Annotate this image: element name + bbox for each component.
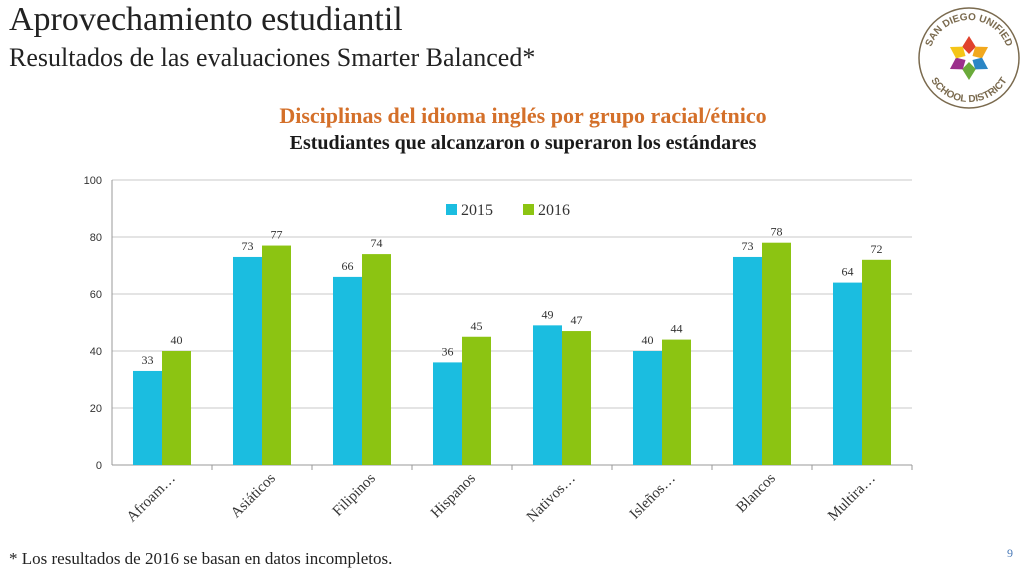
bar-2015 [133,370,162,465]
bar-2016 [762,242,791,465]
logo-petal [962,62,976,80]
footnote: * Los resultados de 2016 se basan en dat… [9,549,393,568]
chart-title: Disciplinas del idioma inglés por grupo … [279,103,767,128]
data-label: 74 [371,236,383,250]
y-tick-label: 0 [96,460,102,472]
data-label: 36 [442,344,454,358]
category-label: Isleños… [627,471,679,523]
bar-2015 [433,362,462,465]
logo-petal [949,57,966,70]
y-tick-label: 60 [90,289,102,301]
page-number: 9 [1007,546,1013,560]
data-label: 44 [671,322,683,336]
category-label: Blancos [733,470,779,516]
bar-2015 [733,256,762,465]
data-label: 40 [642,333,654,347]
data-label: 45 [471,319,483,333]
data-label: 66 [342,259,354,273]
data-label: 73 [242,239,254,253]
bar-2016 [862,259,891,465]
data-label: 73 [742,239,754,253]
bar-2016 [462,336,491,465]
bar-2016 [662,339,691,465]
data-label: 77 [271,228,283,242]
y-tick-label: 100 [84,175,102,187]
bar-2015 [833,282,862,465]
y-tick-label: 20 [90,403,102,415]
logo-petal [962,36,976,54]
bar-2015 [333,276,362,465]
slide-title: Aprovechamiento estudiantil [9,1,403,38]
category-label: Asiáticos [228,470,279,521]
bar-2016 [162,351,191,465]
logo-petal [972,57,989,70]
bar-2016 [362,254,391,465]
data-label: 72 [871,242,883,256]
legend-swatch-2016 [523,204,534,215]
star-icon [949,36,989,80]
category-label: Nativos… [524,471,579,526]
category-label: Multira… [825,471,879,525]
logo-petal [949,46,966,59]
y-tick-label: 40 [90,346,102,358]
legend-swatch-2015 [446,204,457,215]
y-tick-label: 80 [90,232,102,244]
data-label: 64 [842,265,854,279]
bar-2015 [533,325,562,465]
legend-label: 2015 [461,202,493,219]
chart-subtitle: Estudiantes que alcanzaron o superaron l… [289,132,757,154]
data-label: 40 [171,333,183,347]
data-label: 47 [571,313,583,327]
slide-subtitle: Resultados de las evaluaciones Smarter B… [9,43,536,72]
bar-2016 [262,245,291,465]
data-label: 78 [771,225,783,239]
data-label: 49 [542,307,554,321]
category-label: Hispanos [428,470,479,521]
category-label: Afroam… [124,471,179,526]
logo-petal [972,46,989,59]
data-label: 33 [142,353,154,367]
district-logo: SAN DIEGO UNIFIED SCHOOL DISTRICT [918,7,1020,109]
bar-2015 [633,351,662,465]
category-label: Filipinos [330,470,379,519]
logo-ring [918,7,1020,109]
bar-2016 [562,331,591,465]
bar-2015 [233,256,262,465]
legend-label: 2016 [538,202,570,219]
